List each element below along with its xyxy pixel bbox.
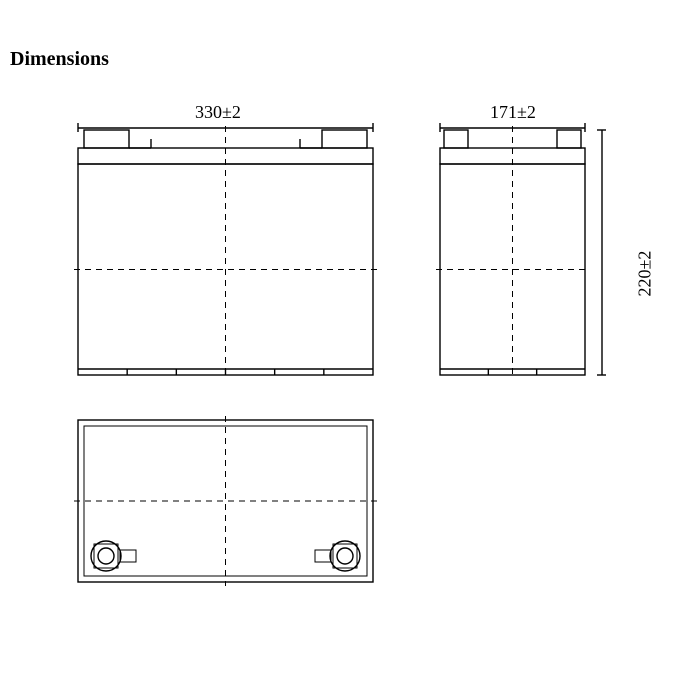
dimension-drawing [0, 0, 700, 700]
